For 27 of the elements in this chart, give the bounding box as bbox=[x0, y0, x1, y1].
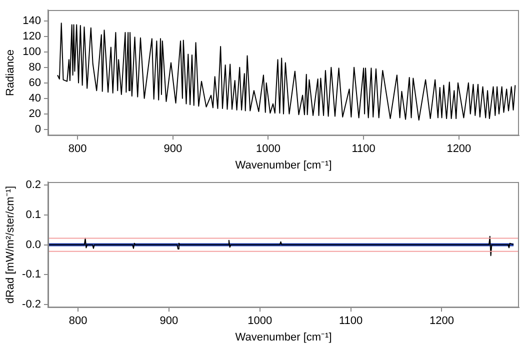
x-tick-label: 1100 bbox=[352, 143, 376, 156]
x-axis-title: Wavenumber [cm⁻¹] bbox=[235, 331, 332, 344]
y-tick-label: 140 bbox=[22, 14, 41, 27]
y-tick-label: 40 bbox=[28, 92, 41, 104]
x-tick-label: 1200 bbox=[429, 315, 454, 328]
y-tick-label: -0.2 bbox=[22, 298, 41, 311]
x-tick-label: 800 bbox=[68, 315, 88, 328]
x-tick-label: 800 bbox=[68, 143, 87, 156]
y-axis-title: Radiance bbox=[4, 50, 17, 96]
x-tick-label: 1000 bbox=[248, 315, 272, 328]
y-tick-label: 20 bbox=[28, 108, 41, 120]
y-tick-label: 60 bbox=[28, 76, 41, 89]
x-tick-label: 900 bbox=[164, 143, 182, 156]
x-tick-label: 1000 bbox=[256, 143, 280, 156]
y-tick-label: 0 bbox=[34, 123, 41, 136]
y-tick-label: 0.1 bbox=[26, 208, 41, 221]
x-tick-label: 900 bbox=[160, 315, 178, 328]
y-tick-label: 0.2 bbox=[26, 179, 41, 192]
y-tick-label: -0.1 bbox=[22, 268, 41, 281]
y-tick-label: 100 bbox=[22, 46, 41, 58]
x-tick-label: 1200 bbox=[446, 143, 472, 156]
y-tick-label: 120 bbox=[22, 30, 41, 42]
x-tick-label: 1100 bbox=[338, 315, 363, 328]
x-axis-title: Wavenumber [cm⁻¹] bbox=[235, 159, 332, 172]
y-axis-title: dRad [mW/m²/ster/cm⁻¹] bbox=[4, 186, 17, 304]
y-tick-label: 80 bbox=[28, 61, 41, 74]
y-tick-label: 0.0 bbox=[26, 238, 41, 251]
